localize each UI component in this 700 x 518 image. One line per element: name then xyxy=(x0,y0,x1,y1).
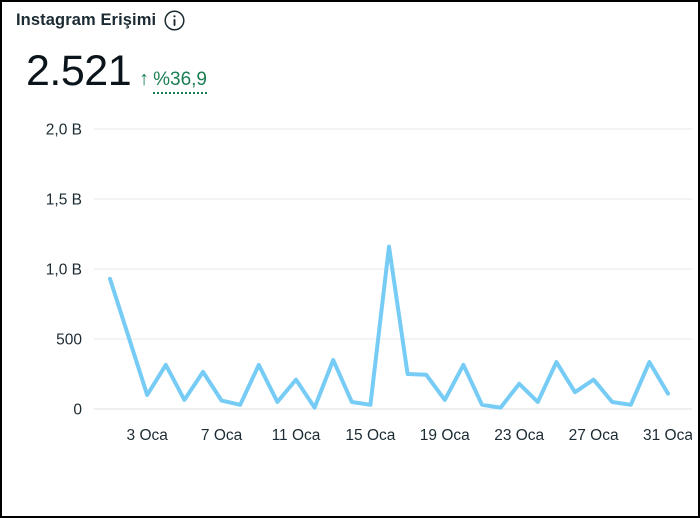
y-axis-tick-label: 2,0 B xyxy=(46,122,82,139)
x-axis-tick-label: 27 Oca xyxy=(569,427,619,444)
card-header: Instagram Erişimi xyxy=(16,10,185,31)
reach-line-series[interactable] xyxy=(108,244,670,410)
y-axis-tick-label: 1,5 B xyxy=(46,192,82,209)
trend-indicator: ↑ %36,9 xyxy=(139,69,207,94)
y-axis-tick-label: 1,0 B xyxy=(46,262,82,279)
y-axis-tick-label: 0 xyxy=(73,402,82,419)
info-icon[interactable] xyxy=(164,10,185,31)
x-axis-tick-label: 31 Oca xyxy=(643,427,692,444)
trend-percentage[interactable]: %36,9 xyxy=(153,69,207,94)
card-title: Instagram Erişimi xyxy=(16,11,157,29)
metric-value: 2.521 xyxy=(26,47,132,95)
x-axis-tick-label: 7 Oca xyxy=(201,427,243,444)
x-axis-tick-label: 19 Oca xyxy=(420,427,470,444)
reach-line-chart[interactable]: 0 500 1,0 B 1,5 B 2,0 B 3 Oca 7 Oca 11 Oca 15 Oc… xyxy=(2,2,692,462)
x-axis-tick-label: 23 Oca xyxy=(494,427,544,444)
y-axis-tick-label: 500 xyxy=(56,332,82,349)
x-axis-tick-label: 11 Oca xyxy=(272,427,321,444)
trend-up-icon: ↑ xyxy=(139,68,150,90)
x-axis-tick-label: 15 Oca xyxy=(345,427,395,444)
metric-row: 2.521 ↑ %36,9 xyxy=(26,47,207,95)
x-axis-tick-label: 3 Oca xyxy=(127,427,169,444)
